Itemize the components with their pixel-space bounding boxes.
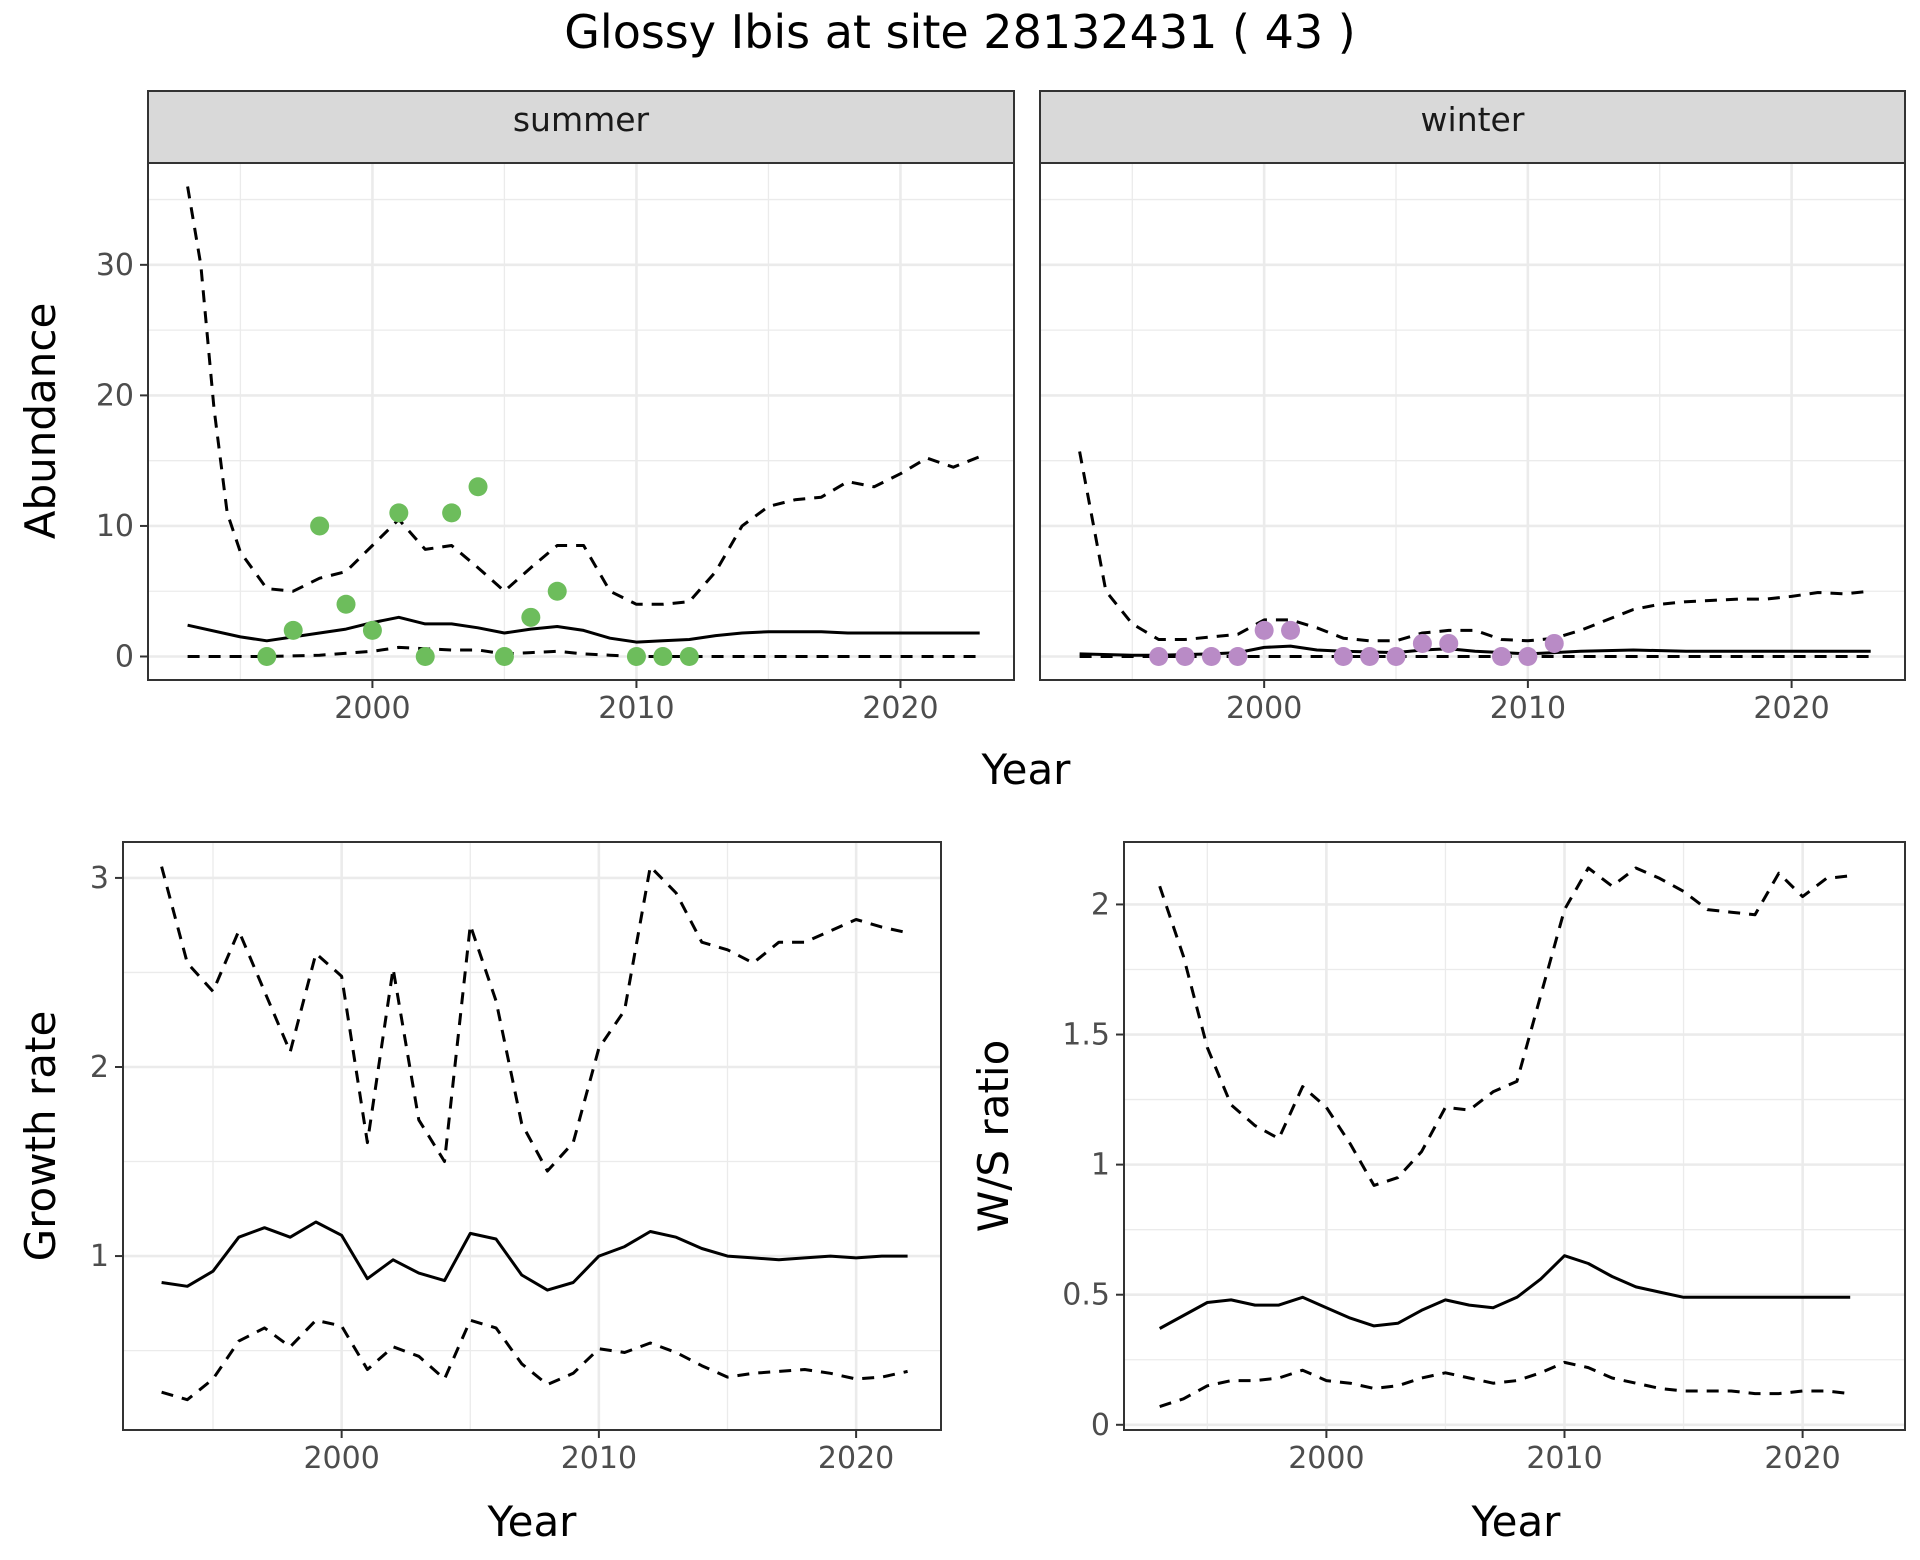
facet-strip [147,90,1015,164]
x-tick-label: 2020 [1753,691,1829,726]
data-point [389,503,409,523]
y-tick-label: 30 [96,248,134,283]
panel-ws-ratio: 2000 2010 2020 0 0.5 1 1.5 2 [1062,841,1906,1476]
data-point [468,477,488,497]
data-point [362,620,382,640]
series-line-lower [161,1318,908,1402]
data-point [679,647,699,666]
x-tick-label: 2020 [1764,1441,1840,1476]
data-point [283,620,303,640]
y-tick-label: 20 [96,378,134,413]
data-point [521,607,541,627]
data-point [1149,647,1169,666]
series-line-upper [160,865,908,1173]
series-line-upper [186,186,981,606]
panel-abundance-winter: 2000 2010 2020 winter [1039,90,1906,726]
y-tick-label: 1.5 [1062,1018,1110,1053]
panel-border [1123,841,1906,1431]
abundance-y-axis-title: Abundance [16,303,65,540]
y-tick-label: 1 [90,1239,109,1274]
y-tick-label: 3 [90,861,109,896]
x-tick-label: 2000 [334,691,410,726]
data-point [494,647,514,666]
ws-y-axis-title: W/S ratio [969,1040,1018,1233]
facet-strip-label: summer [513,100,650,139]
data-point [1518,647,1538,666]
data-point [1175,647,1195,666]
x-tick-label: 2010 [1526,1441,1602,1476]
abundance-x-axis-title: Year [981,745,1072,794]
data-point [547,581,567,601]
x-tick-label: 2020 [862,691,938,726]
y-tick-label: 0.5 [1062,1278,1110,1313]
y-tick-label: 2 [1091,887,1110,922]
series-line-estimate [1158,1254,1851,1330]
x-tick-label: 2010 [561,1441,637,1476]
y-tick-label: 1 [1091,1148,1110,1183]
data-point [310,516,330,536]
y-tick-label: 0 [115,640,134,675]
data-point [1201,647,1221,666]
growth-x-axis-title: Year [487,1497,578,1546]
data-point [1254,620,1274,640]
panel-abundance-summer: 2000 2010 2020 0 10 20 30 summer [96,90,1015,726]
y-tick-label: 0 [1091,1408,1110,1443]
panel-border [122,841,942,1431]
data-point [1544,633,1564,653]
data-point [442,503,462,523]
growth-y-axis-title: Growth rate [16,1011,65,1262]
data-point [1412,633,1432,653]
data-point [1228,647,1248,666]
data-point [336,594,356,614]
data-point [1281,620,1301,640]
x-tick-label: 2020 [818,1441,894,1476]
data-point [415,647,435,666]
ws-x-axis-title: Year [1471,1497,1562,1546]
facet-strip [1039,90,1906,164]
x-tick-label: 2010 [598,691,674,726]
data-point [653,647,673,666]
facet-strip-label: winter [1421,100,1525,139]
series-line-lower [1159,1360,1851,1409]
data-point [1360,647,1380,666]
series-line-estimate [161,1220,908,1292]
x-tick-label: 2000 [303,1441,379,1476]
x-tick-label: 2000 [1226,691,1302,726]
data-point [257,647,277,666]
main-title: Glossy Ibis at site 28132431 ( 43 ) [564,5,1355,59]
data-point [1492,647,1512,666]
panel-growth-rate: 2000 2010 2020 1 2 3 [90,841,942,1476]
data-point [1386,647,1406,666]
data-point [1439,633,1459,653]
x-tick-label: 2000 [1288,1441,1364,1476]
data-point [626,647,646,666]
data-point [1333,647,1353,666]
series-line-estimate [187,615,980,644]
y-tick-label: 2 [90,1050,109,1085]
x-tick-label: 2010 [1490,691,1566,726]
y-tick-label: 10 [96,509,134,544]
series-line-upper [1158,866,1851,1187]
